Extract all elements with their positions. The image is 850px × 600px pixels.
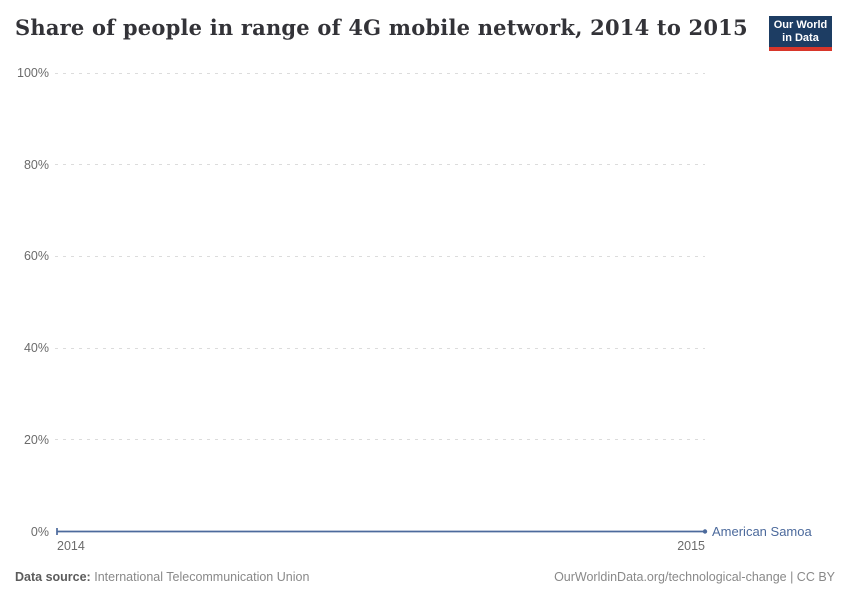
gridline <box>55 255 705 257</box>
series-label[interactable]: American Samoa <box>712 523 812 539</box>
owid-logo: Our World in Data <box>769 16 832 51</box>
chart-footer: Data source: International Telecommunica… <box>15 569 835 585</box>
data-source-label: Data source: <box>15 570 91 584</box>
y-tick-label: 100% <box>17 66 49 80</box>
owid-logo-line2: in Data <box>782 32 819 44</box>
owid-logo-line1: Our World <box>773 19 828 31</box>
gridline <box>55 72 705 74</box>
data-source-note: Data source: International Telecommunica… <box>15 569 309 585</box>
x-tick-label: 2014 <box>57 539 85 553</box>
data-source-value: International Telecommunication Union <box>94 570 310 584</box>
gridline <box>55 439 705 441</box>
chart-title: Share of people in range of 4G mobile ne… <box>15 15 748 40</box>
y-tick-label: 60% <box>23 249 49 264</box>
y-tick-label: 80% <box>23 157 49 172</box>
gridline <box>55 347 705 349</box>
license-credit: OurWorldinData.org/technological-change … <box>554 570 835 584</box>
y-tick-label: 0% <box>30 524 49 539</box>
y-tick-label: 20% <box>23 432 49 447</box>
gridline <box>55 164 705 166</box>
y-tick-label: 40% <box>23 341 49 356</box>
x-tick-label: 2015 <box>677 539 705 553</box>
